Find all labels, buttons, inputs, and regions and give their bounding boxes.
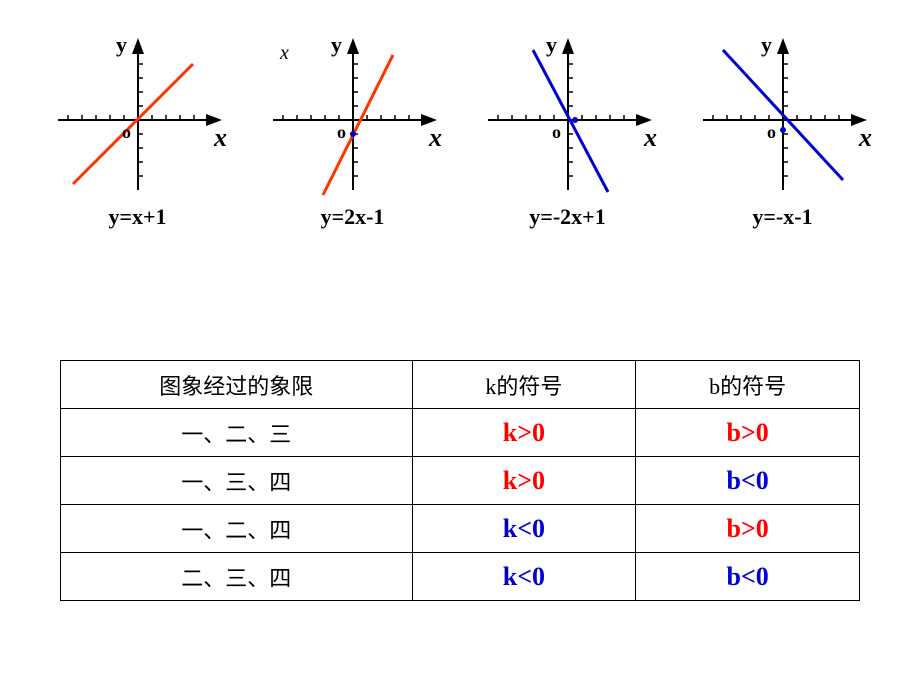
graph-svg: x y o	[468, 20, 668, 200]
k-value: k>0	[503, 466, 545, 495]
k-value: k<0	[503, 514, 545, 543]
svg-text:y: y	[546, 32, 557, 57]
equation-label: y=-x-1	[752, 204, 812, 230]
table-row: 一、二、三 k>0 b>0	[61, 409, 860, 457]
cell-quadrants: 一、二、四	[61, 505, 413, 553]
header-quadrants: 图象经过的象限	[61, 361, 413, 409]
cell-k: k>0	[412, 457, 636, 505]
cell-quadrants: 一、二、三	[61, 409, 413, 457]
svg-text:y: y	[116, 32, 127, 57]
svg-text:y: y	[761, 32, 772, 57]
cell-b: b<0	[636, 457, 860, 505]
graph-container: x y o y=-2x+1	[468, 20, 668, 230]
quadrant-table-wrap: 图象经过的象限 k的符号 b的符号 一、二、三 k>0 b>0 一、三、四 k>0 b<0…	[60, 360, 860, 601]
header-k: k的符号	[412, 361, 636, 409]
graph-svg: x y o	[38, 20, 238, 200]
equation-label: y=x+1	[108, 204, 166, 230]
quadrant-table: 图象经过的象限 k的符号 b的符号 一、二、三 k>0 b>0 一、三、四 k>0 b<0…	[60, 360, 860, 601]
svg-text:x: x	[858, 123, 872, 152]
b-value: b<0	[726, 562, 768, 591]
graph-svg: x y o	[683, 20, 883, 200]
b-value: b<0	[726, 466, 768, 495]
cell-b: b>0	[636, 505, 860, 553]
graphs-row: x xyoy=x+1xyoy=2x-1xyoy=-2x+1xyoy=-x-1	[0, 0, 920, 230]
k-value: k>0	[503, 418, 545, 447]
svg-text:o: o	[122, 122, 131, 142]
graph-container: x y o y=2x-1	[253, 20, 453, 230]
cell-k: k>0	[412, 409, 636, 457]
cell-k: k<0	[412, 505, 636, 553]
k-value: k<0	[503, 562, 545, 591]
table-row: 二、三、四 k<0 b<0	[61, 553, 860, 601]
cell-b: b>0	[636, 409, 860, 457]
graph-svg: x y o	[253, 20, 453, 200]
cell-b: b<0	[636, 553, 860, 601]
svg-text:x: x	[428, 123, 442, 152]
b-value: b>0	[726, 514, 768, 543]
svg-text:y: y	[331, 32, 342, 57]
svg-text:o: o	[337, 122, 346, 142]
graph-container: x y o y=x+1	[38, 20, 238, 230]
equation-label: y=2x-1	[321, 204, 385, 230]
svg-text:x: x	[643, 123, 657, 152]
table-row: 一、三、四 k>0 b<0	[61, 457, 860, 505]
table-row: 一、二、四 k<0 b>0	[61, 505, 860, 553]
equation-label: y=-2x+1	[529, 204, 605, 230]
table-body: 一、二、三 k>0 b>0 一、三、四 k>0 b<0 一、二、四 k<0 b>0 二、三、四 k<…	[61, 409, 860, 601]
svg-text:x: x	[213, 123, 227, 152]
graph-container: x y o y=-x-1	[683, 20, 883, 230]
cell-quadrants: 二、三、四	[61, 553, 413, 601]
svg-text:o: o	[767, 122, 776, 142]
table-header-row: 图象经过的象限 k的符号 b的符号	[61, 361, 860, 409]
svg-text:o: o	[552, 122, 561, 142]
b-value: b>0	[726, 418, 768, 447]
cell-k: k<0	[412, 553, 636, 601]
cell-quadrants: 一、三、四	[61, 457, 413, 505]
header-b: b的符号	[636, 361, 860, 409]
